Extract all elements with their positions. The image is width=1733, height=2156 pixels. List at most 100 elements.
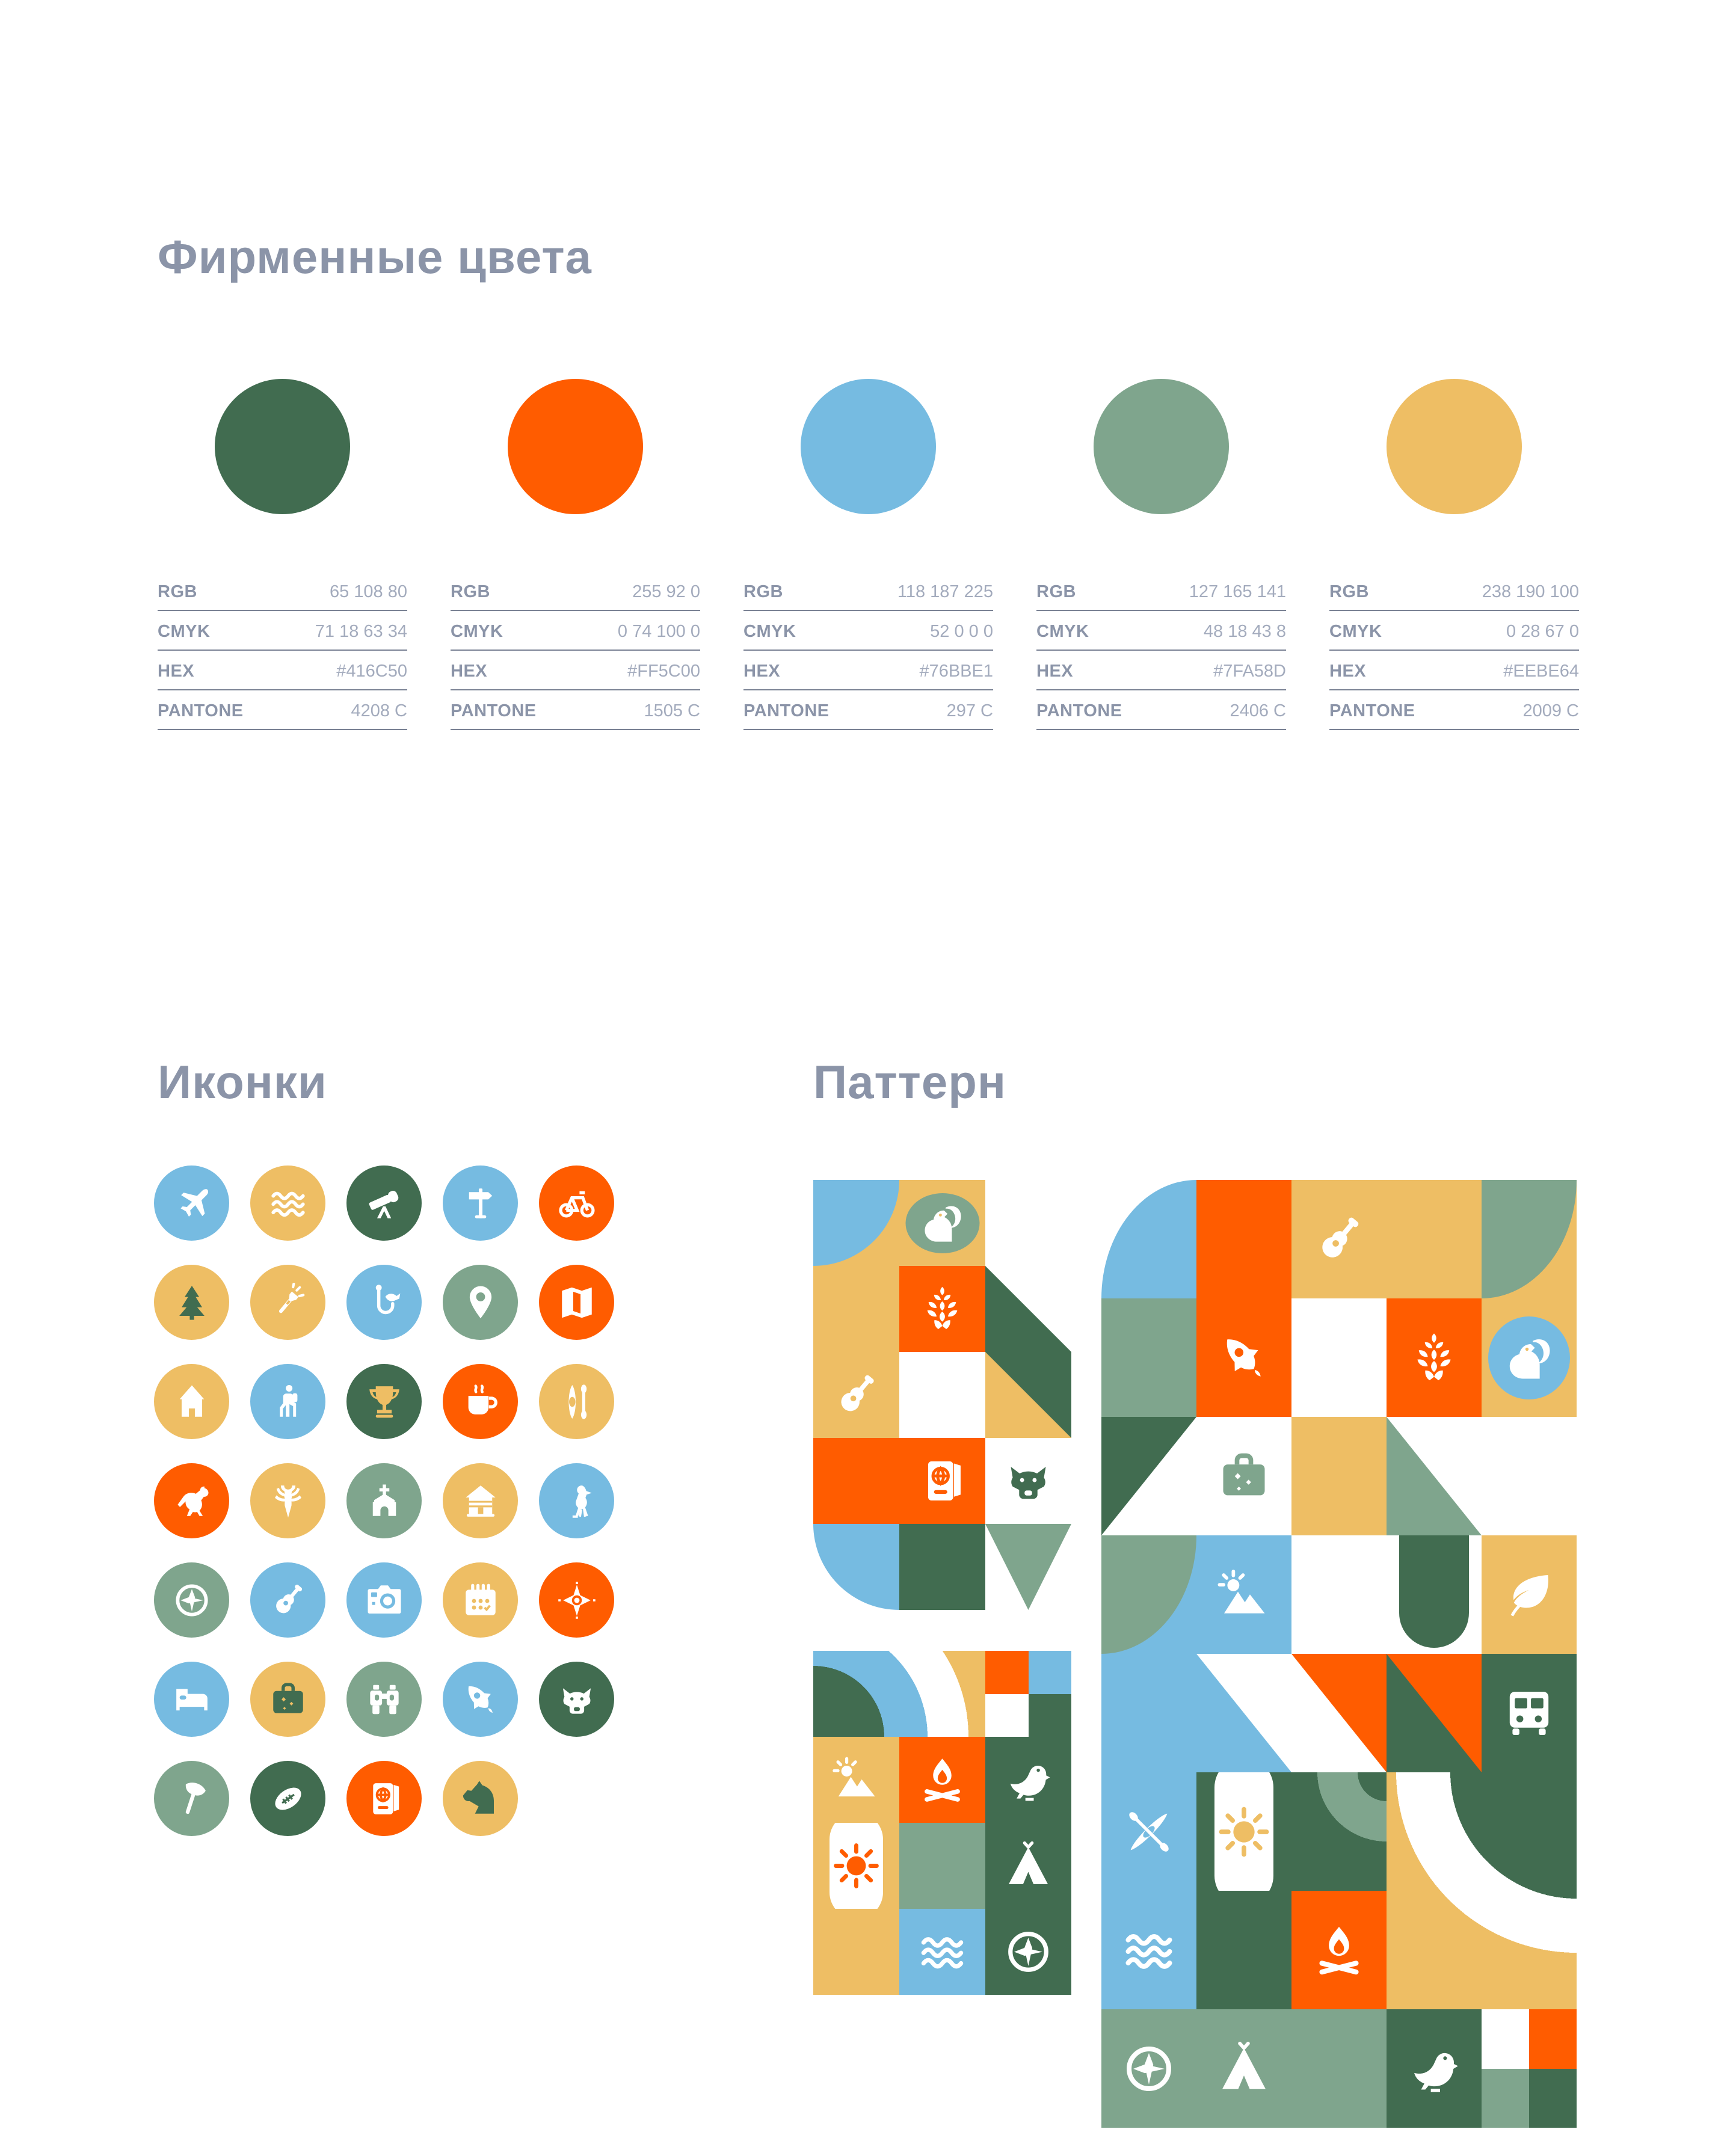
bird-icon: [1414, 2053, 1458, 2092]
color-spec-table: RGB 65 108 80 CMYK 71 18 63 34 HEX #416C…: [158, 571, 407, 730]
pattern-shape-tri-bl: [1387, 1417, 1482, 1535]
pattern-cell-bottom-left-r2c1: [899, 1823, 985, 1909]
telescope-icon: [369, 1190, 398, 1218]
hut-icon: [179, 1385, 204, 1417]
pattern-cell-top-left-r4c0: [813, 1524, 899, 1610]
pattern-icon-wrap: [985, 1823, 1071, 1909]
icon-circle-waves: [250, 1166, 325, 1241]
spec-label: CMYK: [1036, 622, 1089, 641]
spec-label: RGB: [1329, 582, 1369, 601]
boar-icon: [1011, 1466, 1046, 1499]
spec-row: RGB 127 165 141: [1036, 571, 1286, 611]
tent-icon: [1008, 1841, 1048, 1884]
pattern-cell-right-r3c2: [1291, 1535, 1387, 1654]
pattern-cell-bottom-left-r1c0: [813, 1737, 899, 1823]
pattern-cell-right-r4c0: [1101, 1654, 1196, 1772]
pattern-cell-top-left-r2c0: [813, 1352, 899, 1438]
pattern-icon-wrap: [1101, 2009, 1196, 2128]
pattern-icon-wrap: [899, 1266, 985, 1352]
icon-circle-football: [250, 1761, 325, 1836]
tent-icon: [1222, 2041, 1266, 2089]
boar-icon: [562, 1688, 591, 1714]
color-swatch-orange: [508, 379, 643, 514]
leaf-icon: [1510, 1574, 1548, 1617]
icon-circle-hiker: [250, 1364, 325, 1439]
spec-label: PANTONE: [451, 701, 537, 720]
spec-value: 71 18 63 34: [315, 622, 407, 641]
pattern-cell-right-r5c3: [1387, 1772, 1577, 2009]
pattern-cell-right-r6c2: [1291, 1891, 1387, 2009]
icon-circle-compass: [154, 1562, 229, 1638]
pattern-cell-right-r7c4: [1482, 2009, 1577, 2128]
pattern-cell-right-r0c4: [1482, 1180, 1577, 1298]
pattern-cell-top-left-r2c2: [985, 1352, 1071, 1438]
spec-row: CMYK 0 28 67 0: [1329, 611, 1579, 651]
passport-icon: [372, 1783, 399, 1814]
pattern-shape-pill-down: [1399, 1535, 1470, 1648]
pattern-icon-wrap: [1196, 1417, 1291, 1535]
icons-section: [154, 1166, 614, 1860]
spec-label: CMYK: [451, 622, 503, 641]
icon-circle-bicycle: [539, 1166, 614, 1241]
pattern-cell-right-r5c0: [1101, 1772, 1196, 1891]
map-pin-icon: [469, 1286, 491, 1318]
pattern-cell-top-left-r0c0: [813, 1180, 899, 1266]
spec-row: PANTONE 1505 C: [451, 690, 700, 730]
mini-square: [985, 1651, 1029, 1694]
pattern-icon-wrap: [899, 1438, 985, 1524]
icon-circle-flashlight: [250, 1265, 325, 1340]
pattern-cell-right-r4c4: [1482, 1654, 1577, 1772]
brand-colors-title: Фирменные цвета: [158, 230, 592, 284]
spec-row: HEX #7FA58D: [1036, 651, 1286, 690]
spec-value: 52 0 0 0: [930, 622, 993, 641]
cabin-icon: [465, 1485, 496, 1517]
spec-label: RGB: [1036, 582, 1076, 601]
calendar-icon: [465, 1583, 496, 1615]
pattern-cell-top-left-r1c2: [985, 1266, 1071, 1352]
icon-circle-crane: [539, 1463, 614, 1538]
pattern-cell-right-r2c0: [1101, 1417, 1196, 1535]
pattern-shape-tri-tr: [1291, 1654, 1387, 1772]
color-swatch-sage: [1094, 379, 1229, 514]
pattern-icon-wrap: [1291, 1891, 1387, 2009]
spec-label: PANTONE: [1329, 701, 1415, 720]
pattern-shape-radial: [1387, 1772, 1577, 2009]
spec-label: CMYK: [743, 622, 796, 641]
binoculars-icon: [369, 1685, 399, 1714]
waves-icon: [921, 1937, 964, 1969]
suitcase-icon: [272, 1683, 303, 1713]
map-icon: [561, 1287, 592, 1318]
color-swatch-green: [215, 379, 350, 514]
pattern-icon-wrap: [1387, 2009, 1482, 2128]
sun-star-icon: [558, 1581, 596, 1619]
icon-circle-tree: [154, 1265, 229, 1340]
axe-icon: [185, 1782, 206, 1814]
icon-circle-hut: [154, 1364, 229, 1439]
suitcase-icon: [1223, 1453, 1265, 1495]
pattern-cell-top-left-r4c1: [899, 1524, 985, 1610]
pattern-cell-bottom-left-r3c2: [985, 1909, 1071, 1995]
icons-title: Иконки: [158, 1055, 327, 1109]
football-icon: [274, 1787, 301, 1810]
pattern-icon-wrap: [1101, 1891, 1196, 2009]
pattern-cell-right-r2c1: [1196, 1417, 1291, 1535]
spec-row: HEX #76BBE1: [743, 651, 993, 690]
pattern-shape-tri-tl: [1101, 1417, 1196, 1535]
plane-icon: [180, 1188, 208, 1217]
icon-circle-coffee: [443, 1364, 518, 1439]
pattern-cell-right-r1c4: [1482, 1298, 1577, 1417]
pattern-icon-wrap: [1482, 1298, 1577, 1417]
icon-circle-boar: [539, 1662, 614, 1737]
pattern-shape-tri-tr: [1196, 1654, 1291, 1772]
icon-circle-plane: [154, 1166, 229, 1241]
pattern-shape-radial: [813, 1651, 985, 1737]
icon-circle-camera: [346, 1562, 422, 1638]
pattern-cell-right-r1c2: [1291, 1298, 1387, 1417]
compass-icon: [1008, 1932, 1048, 1972]
pattern-cell-right-r5c2: [1291, 1772, 1387, 1891]
icon-row: [154, 1265, 614, 1340]
spec-label: HEX: [451, 662, 488, 681]
pattern-shape-round-br: [813, 1180, 899, 1266]
pattern-cell-top-left-r4c2: [985, 1524, 1071, 1610]
bed-icon: [176, 1688, 208, 1710]
